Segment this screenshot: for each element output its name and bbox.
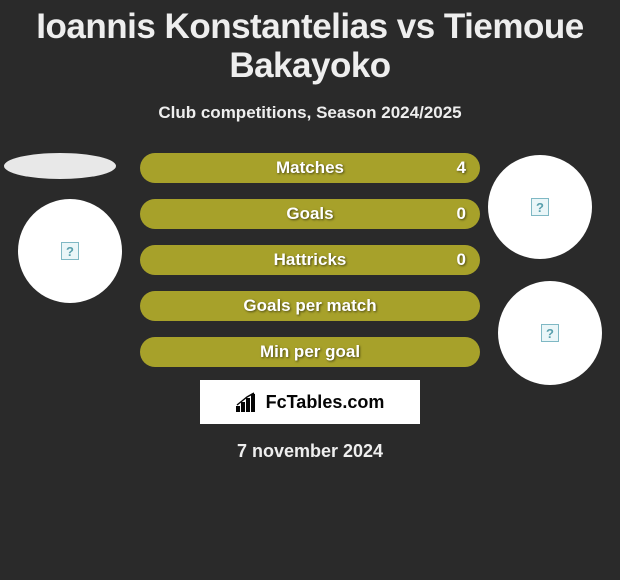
stat-row-hattricks: Hattricks 0 (140, 245, 480, 275)
stat-value: 0 (457, 245, 466, 275)
logo-box: FcTables.com (200, 380, 420, 424)
stat-row-goals-per-match: Goals per match (140, 291, 480, 321)
stats-area: ? ? ? Matches 4 Goals 0 Hattricks 0 Goal… (0, 153, 620, 383)
placeholder-icon: ? (541, 324, 559, 342)
bar-chart-icon (236, 392, 260, 412)
stat-value: 0 (457, 199, 466, 229)
subtitle: Club competitions, Season 2024/2025 (0, 103, 620, 123)
placeholder-icon: ? (531, 198, 549, 216)
stat-label: Min per goal (260, 342, 360, 362)
stat-row-min-per-goal: Min per goal (140, 337, 480, 367)
logo-text: FcTables.com (266, 392, 385, 413)
stat-row-goals: Goals 0 (140, 199, 480, 229)
decorative-ellipse (4, 153, 116, 179)
player-left-avatar: ? (18, 199, 122, 303)
stat-value: 4 (457, 153, 466, 183)
stat-row-matches: Matches 4 (140, 153, 480, 183)
player-right-avatar-a: ? (488, 155, 592, 259)
stat-label: Goals per match (243, 296, 376, 316)
player-right-avatar-b: ? (498, 281, 602, 385)
stat-label: Hattricks (274, 250, 347, 270)
date-label: 7 november 2024 (0, 441, 620, 462)
page-title: Ioannis Konstantelias vs Tiemoue Bakayok… (10, 8, 610, 85)
page: Ioannis Konstantelias vs Tiemoue Bakayok… (0, 0, 620, 580)
placeholder-icon: ? (61, 242, 79, 260)
stat-label: Matches (276, 158, 344, 178)
stat-label: Goals (286, 204, 333, 224)
